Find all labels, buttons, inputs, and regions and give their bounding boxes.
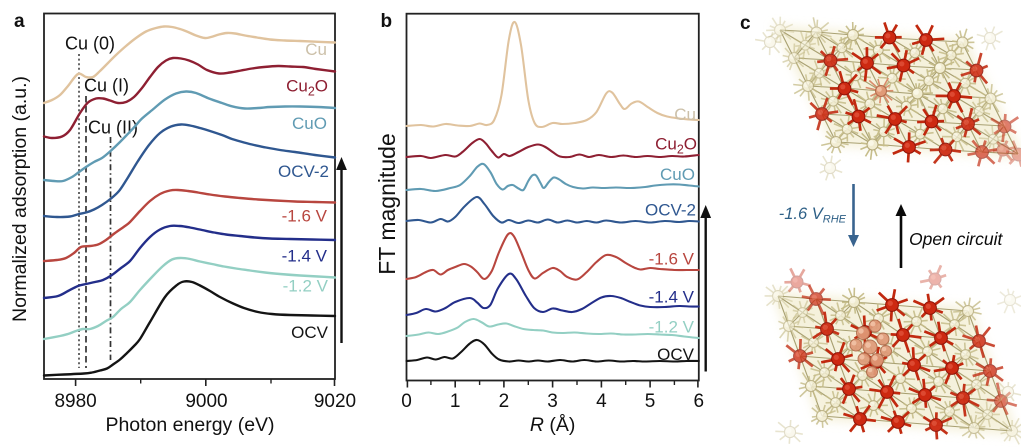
svg-text:Normalized adsorption (a.u.): Normalized adsorption (a.u.) — [9, 76, 31, 322]
svg-text:b: b — [381, 11, 393, 32]
svg-text:R (Å): R (Å) — [530, 413, 576, 436]
svg-text:5: 5 — [645, 391, 656, 412]
svg-text:Cu2O: Cu2O — [286, 77, 328, 99]
svg-text:OCV: OCV — [657, 345, 695, 364]
svg-text:-1.6 V: -1.6 V — [282, 207, 328, 226]
svg-text:-1.2 V: -1.2 V — [649, 318, 695, 337]
svg-text:0: 0 — [401, 391, 412, 412]
svg-text:Cu (0): Cu (0) — [65, 34, 115, 54]
svg-text:FT magnitude: FT magnitude — [374, 133, 400, 274]
svg-text:-1.4 V: -1.4 V — [282, 247, 328, 266]
svg-text:Cu: Cu — [674, 105, 696, 124]
svg-text:Cu: Cu — [305, 40, 327, 59]
svg-text:3: 3 — [547, 391, 558, 412]
svg-text:OCV: OCV — [291, 323, 329, 342]
svg-text:Cu (I): Cu (I) — [84, 76, 129, 96]
svg-text:2: 2 — [499, 391, 510, 412]
svg-text:6: 6 — [694, 391, 705, 412]
svg-text:9020: 9020 — [314, 391, 356, 412]
svg-text:Cu (II): Cu (II) — [88, 118, 138, 138]
svg-text:OCV-2: OCV-2 — [278, 162, 329, 181]
svg-text:Photon energy (eV): Photon energy (eV) — [105, 414, 274, 436]
svg-text:OCV-2: OCV-2 — [645, 201, 696, 220]
svg-text:-1.2 V: -1.2 V — [283, 277, 329, 296]
svg-text:-1.6 V: -1.6 V — [649, 250, 695, 269]
svg-text:CuO: CuO — [660, 165, 695, 184]
svg-text:CuO: CuO — [292, 114, 327, 133]
svg-text:a: a — [14, 11, 25, 32]
svg-text:c: c — [740, 13, 751, 34]
svg-text:9000: 9000 — [185, 391, 227, 412]
svg-text:8980: 8980 — [54, 391, 96, 412]
svg-text:1: 1 — [450, 391, 461, 412]
svg-text:-1.4 V: -1.4 V — [649, 288, 695, 307]
svg-text:Cu2O: Cu2O — [655, 135, 697, 157]
svg-text:Open circuit: Open circuit — [909, 229, 1004, 249]
svg-text:4: 4 — [596, 391, 607, 412]
